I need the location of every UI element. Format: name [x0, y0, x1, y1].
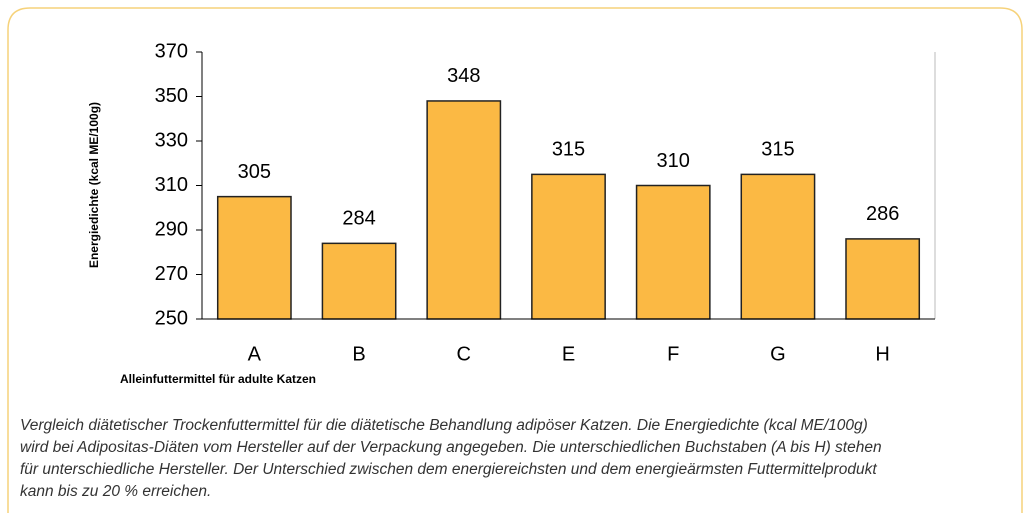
- data-label: 284: [342, 208, 375, 230]
- y-axis-label: Energiedichte (kcal ME/100g): [87, 102, 101, 268]
- bar: [216, 195, 292, 320]
- caption-line: Vergleich diätetischer Trockenfuttermitt…: [20, 417, 868, 434]
- x-tick-label: F: [667, 343, 679, 365]
- x-tick-label: H: [875, 343, 889, 365]
- bar: [531, 173, 606, 320]
- caption-line: kann bis zu 20 % erreichen.: [20, 483, 211, 500]
- x-tick-label: E: [562, 343, 575, 365]
- y-tick-label: 310: [155, 174, 188, 196]
- bar: [426, 100, 502, 320]
- caption-line: für unterschiedliche Hersteller. Der Unt…: [20, 461, 877, 478]
- bar: [740, 173, 816, 320]
- bar: [635, 184, 711, 320]
- x-axis-label: Alleinfuttermittel für adulte Katzen: [120, 372, 316, 386]
- x-tick-label: A: [248, 343, 262, 365]
- data-label: 310: [657, 150, 690, 172]
- frame: [7, 7, 1023, 513]
- y-tick-label: 270: [155, 263, 188, 285]
- x-tick-label: G: [770, 343, 786, 365]
- bar: [321, 242, 397, 320]
- data-label: 305: [238, 161, 271, 183]
- data-label: 348: [447, 65, 480, 87]
- y-tick-label: 350: [155, 85, 188, 107]
- data-label: 286: [866, 203, 899, 225]
- caption-line: wird bei Adipositas-Diäten vom Herstelle…: [20, 439, 882, 456]
- bar: [845, 238, 921, 320]
- x-tick-label: C: [457, 343, 471, 365]
- y-tick-label: 330: [155, 129, 188, 151]
- y-tick-label: 290: [155, 218, 188, 240]
- x-tick-label: B: [352, 343, 365, 365]
- data-label: 315: [761, 139, 794, 161]
- data-label: 315: [552, 139, 585, 161]
- y-tick-label: 370: [155, 40, 188, 62]
- y-tick-label: 250: [155, 307, 188, 329]
